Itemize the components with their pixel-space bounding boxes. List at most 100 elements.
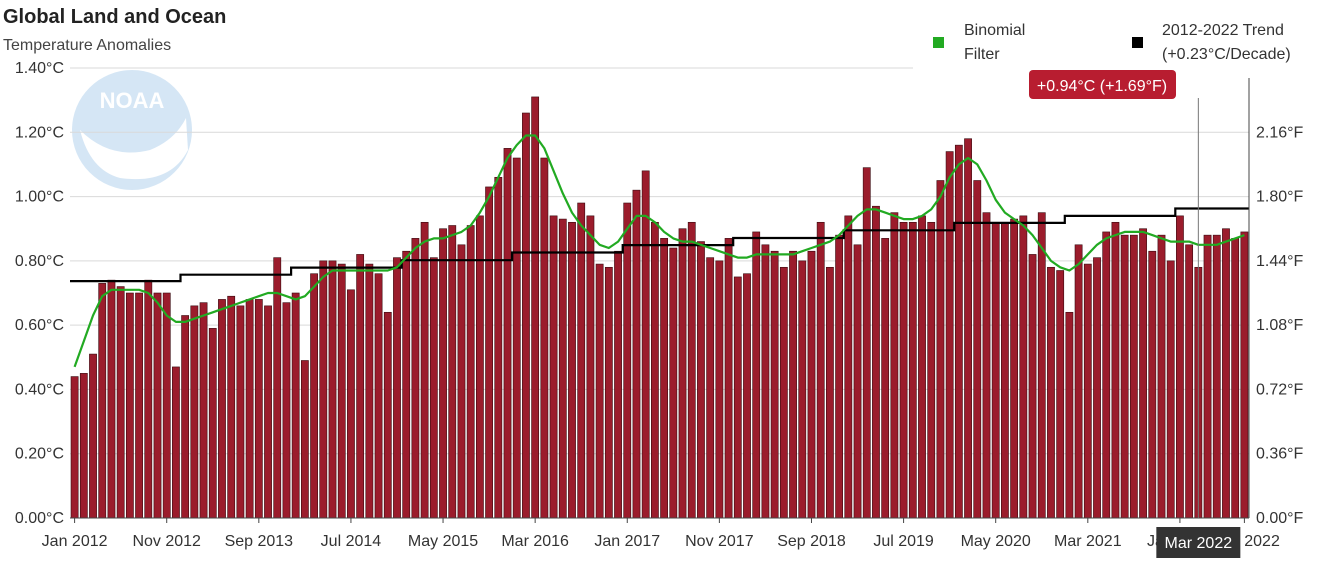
y-tick-label-left: 1.00°C [15,189,64,206]
bar [1047,266,1055,519]
legend-trend-swatch [1132,37,1143,48]
tooltip-value-text: +0.94°C (+1.69°F) [1037,78,1167,95]
bar [632,189,641,519]
bar [595,263,604,519]
bar [512,157,521,519]
bar [337,263,346,519]
trend-line [70,207,1249,283]
bar [393,257,401,519]
bar [1074,244,1083,519]
x-tick-label: Mar 2021 [1054,533,1122,550]
bar [199,302,208,519]
bar [890,212,899,519]
bar [254,299,263,519]
y-tick-label-right: 0.00°F [1256,510,1304,527]
bar [1222,228,1230,519]
bar [881,238,890,519]
legend-filter-label-2: Filter [964,46,1000,63]
bar [558,218,567,519]
bar [761,244,770,519]
bar [1176,215,1184,519]
binomial-filter-line [73,134,1245,368]
x-tick-label: Jan 2012 [42,533,108,550]
x-tick-label: Sep 2018 [777,533,846,550]
bar [1139,228,1147,519]
legend-trend-label-2: (+0.23°C/Decade) [1162,46,1291,63]
bar [1093,257,1101,519]
y-tick-label-right: 1.80°F [1256,189,1304,206]
bar [1111,221,1120,519]
bar [1001,221,1009,519]
x-tick-label: Nov 2012 [132,533,201,550]
bar [522,112,530,519]
date-badge-text: Mar 2022 [1165,535,1233,552]
y-tick-label-right: 1.08°F [1256,317,1304,334]
bar [282,302,291,519]
bar [1231,238,1240,519]
bar [264,305,272,519]
x-tick-label: May 2015 [408,533,478,550]
bar [466,225,475,519]
bar [651,221,659,519]
bar [807,250,816,519]
bars [70,96,1249,519]
bar [1185,244,1194,519]
bar [844,215,853,519]
y-tick-label-right: 0.72°F [1256,381,1304,398]
bar [1065,311,1074,519]
bar [706,257,715,519]
bar [687,221,696,519]
legend-filter-swatch [933,37,944,48]
bar [485,186,493,519]
bar [383,311,392,519]
chart-subtitle: Temperature Anomalies [3,37,172,54]
bar [954,144,963,519]
bar [291,292,300,519]
bar [1019,215,1028,519]
bar [927,221,936,519]
y-tick-label-left: 0.60°C [15,317,64,334]
bar [577,202,586,519]
bar [973,180,982,519]
bar [181,315,190,519]
bar [908,221,917,519]
bar [172,366,180,519]
y-tick-label-left: 0.40°C [15,381,64,398]
bar [1102,231,1111,519]
bar [236,305,245,519]
bar [365,263,374,519]
bar [798,260,807,519]
bar [1166,260,1175,519]
bar [125,292,134,519]
bar [862,167,871,519]
bar [715,260,724,519]
bar [328,260,337,519]
bar [1028,254,1037,519]
bar [89,353,97,519]
bar [678,228,687,519]
x-tick-label: Mar 2016 [501,533,569,550]
y-tick-label-right: 0.36°F [1256,446,1304,463]
bar [549,215,558,519]
bar [98,283,107,519]
y-tick-label-right: 1.44°F [1256,253,1304,270]
bar [420,221,429,519]
legend-filter-label-1: Binomial [964,22,1026,39]
bar [347,289,355,519]
bar [540,157,549,519]
bar [1148,250,1157,519]
bar [770,250,779,519]
bar [116,286,125,519]
bar [991,221,1000,519]
bar [779,266,788,519]
bar [1010,218,1019,519]
bar [1120,234,1129,519]
bar [1083,263,1092,519]
bar [531,96,540,519]
bar [641,170,650,519]
lines [70,134,1249,368]
bar [153,292,162,519]
bar [826,266,834,519]
bar [208,328,217,519]
bar [982,212,991,519]
